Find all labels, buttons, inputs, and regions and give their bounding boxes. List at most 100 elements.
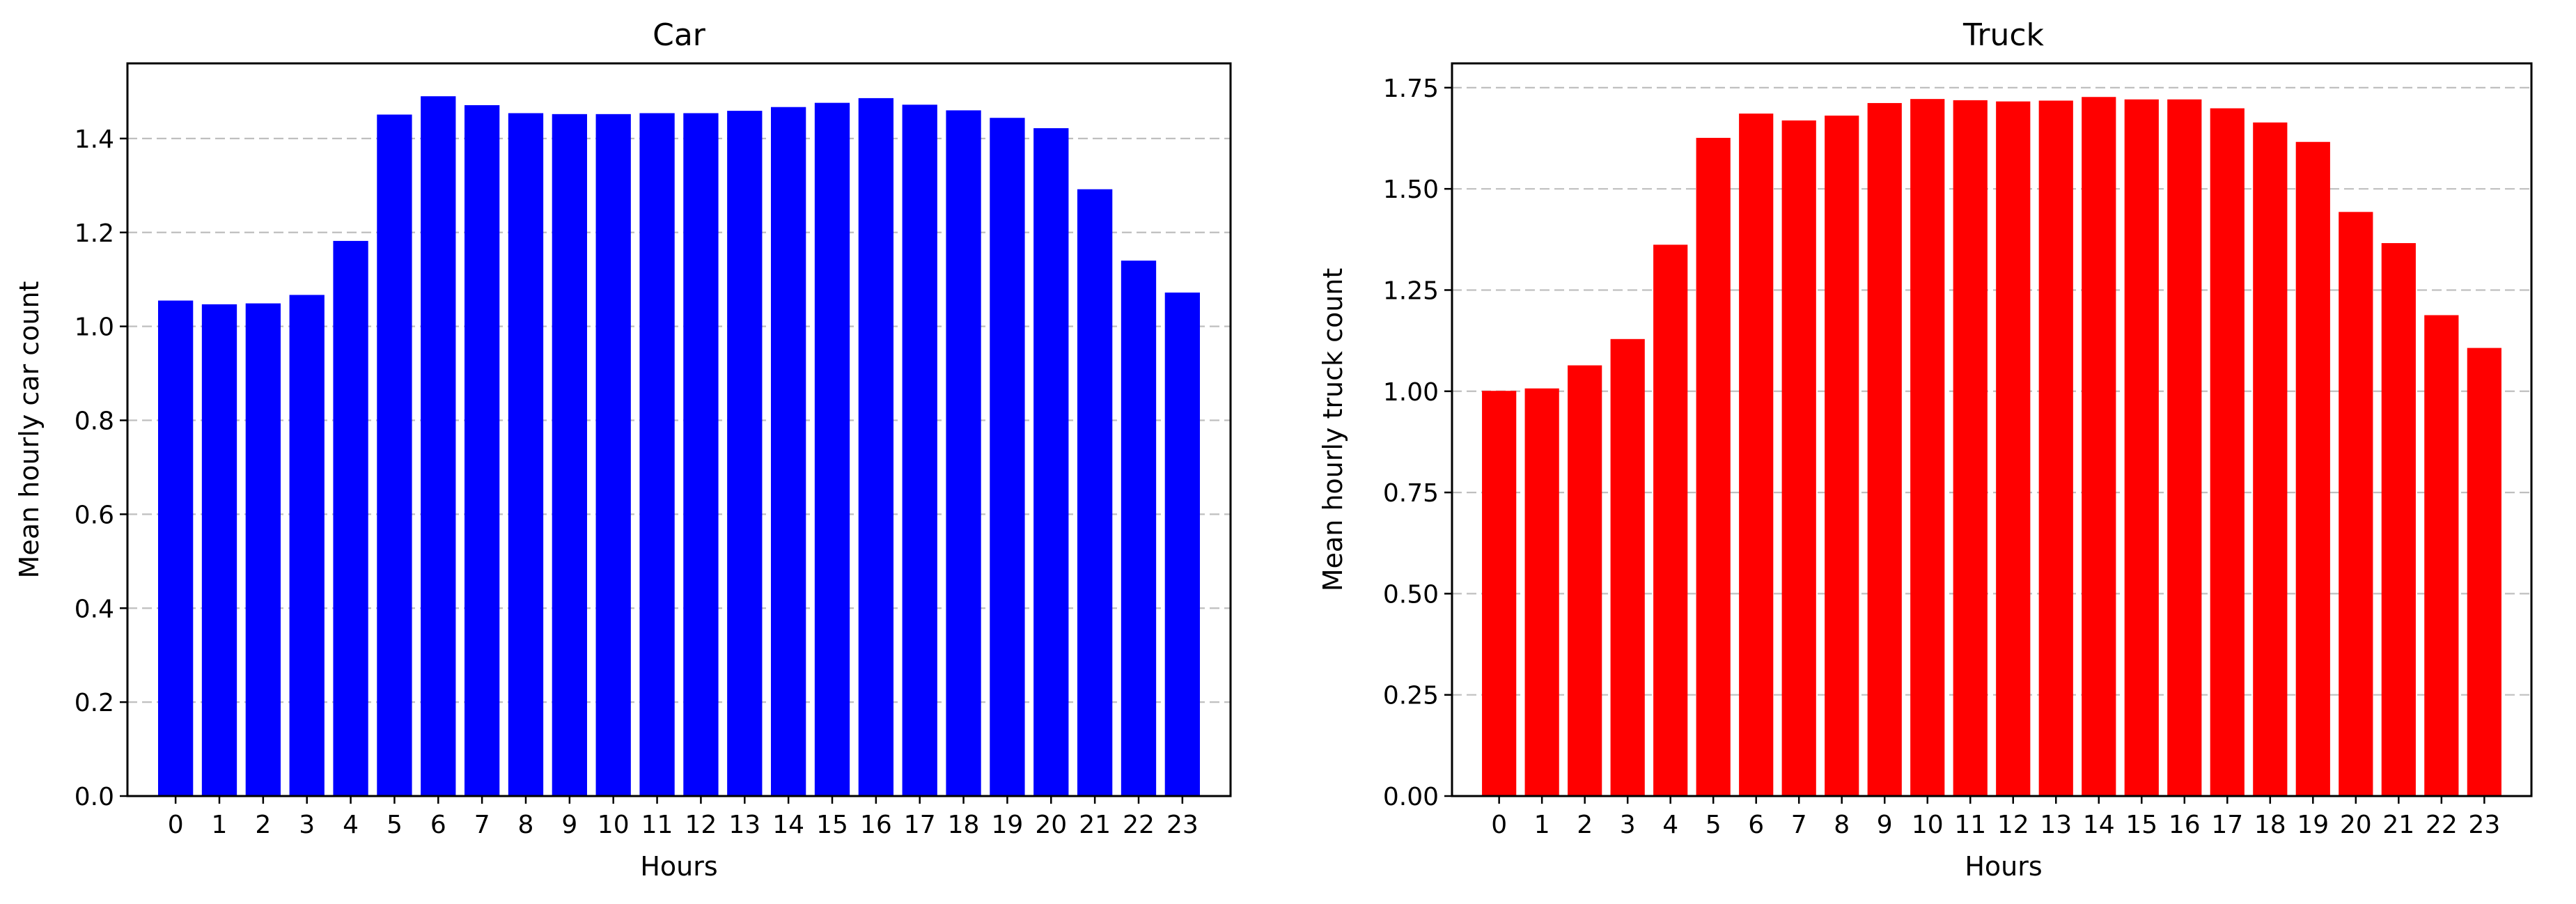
truck-bar-hour-1 — [1524, 388, 1559, 796]
truck-bar-hour-14 — [2082, 97, 2116, 796]
truck-xtick-label: 19 — [2297, 811, 2329, 839]
truck-xtick-label: 23 — [2468, 811, 2500, 839]
car-bar-hour-12 — [683, 113, 719, 796]
truck-ytick-label: 1.25 — [1383, 276, 1439, 305]
car-xtick-label: 22 — [1123, 811, 1155, 839]
truck-bar-hour-7 — [1781, 120, 1816, 796]
car-xtick-label: 5 — [387, 811, 403, 839]
truck-bar-hour-10 — [1910, 99, 1945, 796]
car-xtick-label: 13 — [728, 811, 760, 839]
truck-bar-hour-15 — [2124, 99, 2159, 797]
car-bar-hour-10 — [595, 114, 631, 797]
truck-xtick-label: 6 — [1748, 811, 1764, 839]
truck-ytick-label: 0.50 — [1383, 580, 1439, 609]
truck-xtick-label: 3 — [1620, 811, 1636, 839]
car-xtick-label: 11 — [641, 811, 673, 839]
truck-xtick-label: 14 — [2083, 811, 2115, 839]
truck-ytick-label: 1.00 — [1383, 378, 1439, 407]
truck-xtick-label: 4 — [1662, 811, 1678, 839]
truck-bar-hour-23 — [2467, 348, 2501, 796]
car-bar-hour-4 — [333, 240, 368, 796]
truck-bar-hour-21 — [2381, 243, 2416, 796]
truck-xtick-label: 2 — [1577, 811, 1593, 839]
car-xtick-label: 8 — [518, 811, 534, 839]
car-xtick-label: 3 — [299, 811, 315, 839]
truck-bar-hour-22 — [2424, 315, 2459, 797]
truck-chart-title: Truck — [1962, 17, 2045, 53]
truck-chart: 0.000.250.500.751.001.251.501.750 1 2 3 4 5 6 7… — [1318, 17, 2533, 882]
car-bar-hour-14 — [771, 107, 806, 796]
truck-bar-hour-13 — [2038, 100, 2073, 797]
truck-xtick-label: 8 — [1834, 811, 1850, 839]
car-x-axis-label: Hours — [640, 851, 717, 882]
truck-xtick-label: 20 — [2340, 811, 2372, 839]
car-xtick-label: 15 — [816, 811, 848, 839]
car-bar-hour-5 — [377, 114, 412, 796]
truck-bar-hour-3 — [1610, 338, 1645, 796]
car-ytick-label: 0.0 — [75, 783, 114, 811]
car-ytick-label: 0.2 — [75, 689, 114, 717]
car-xtick-label: 4 — [343, 811, 359, 839]
truck-ytick-label: 0.25 — [1383, 682, 1439, 710]
truck-xtick-label: 18 — [2254, 811, 2286, 839]
car-ytick-label: 0.8 — [75, 407, 114, 436]
truck-bar-hour-20 — [2339, 212, 2373, 796]
truck-bar-hour-8 — [1825, 115, 1859, 796]
car-xtick-label: 16 — [860, 811, 892, 839]
car-xtick-label: 7 — [474, 811, 490, 839]
truck-bar-hour-12 — [1996, 101, 2031, 796]
car-xtick-label: 14 — [772, 811, 804, 839]
car-bar-hour-16 — [858, 98, 893, 796]
car-bar-hour-18 — [946, 110, 981, 796]
car-xtick-label: 12 — [685, 811, 717, 839]
truck-xtick-label: 5 — [1705, 811, 1722, 839]
car-bar-hour-22 — [1121, 260, 1157, 796]
truck-ytick-label: 0.00 — [1383, 783, 1439, 811]
car-bar-hour-8 — [508, 113, 544, 796]
truck-xtick-label: 16 — [2169, 811, 2201, 839]
truck-xtick-label: 10 — [1912, 811, 1944, 839]
truck-xtick-label: 17 — [2211, 811, 2243, 839]
truck-bar-hour-6 — [1739, 114, 1774, 796]
car-y-axis-label: Mean hourly car count — [14, 281, 45, 579]
truck-bar-hour-4 — [1653, 244, 1688, 796]
car-bar-hour-0 — [158, 300, 194, 796]
truck-bar-hour-5 — [1696, 137, 1731, 796]
truck-xtick-label: 11 — [1954, 811, 1986, 839]
truck-bar-hour-0 — [1482, 391, 1517, 796]
car-bar-hour-6 — [421, 96, 456, 796]
truck-xtick-label: 0 — [1491, 811, 1507, 839]
car-xtick-label: 20 — [1035, 811, 1067, 839]
truck-bar-hour-17 — [2210, 108, 2245, 797]
car-xtick-label: 19 — [992, 811, 1024, 839]
car-ytick-label: 0.4 — [75, 595, 114, 623]
truck-xtick-label: 13 — [2040, 811, 2072, 839]
car-xtick-label: 10 — [598, 811, 630, 839]
truck-bar-hour-19 — [2295, 141, 2330, 796]
car-ytick-label: 1.0 — [75, 313, 114, 342]
car-xtick-label: 18 — [948, 811, 980, 839]
truck-xtick-label: 7 — [1791, 811, 1807, 839]
car-ytick-label: 1.2 — [75, 219, 114, 248]
car-ytick-label: 0.6 — [75, 501, 114, 529]
car-bar-hour-1 — [201, 304, 237, 796]
car-bar-hour-15 — [814, 102, 850, 797]
truck-bar-hour-9 — [1867, 102, 1902, 797]
truck-bar-hour-16 — [2167, 99, 2202, 797]
car-xtick-label: 17 — [904, 811, 936, 839]
truck-bar-hour-11 — [1953, 100, 1988, 796]
car-bar-hour-21 — [1077, 189, 1113, 796]
truck-xtick-label: 22 — [2426, 811, 2458, 839]
truck-ytick-label: 1.50 — [1383, 176, 1439, 204]
car-bar-hour-3 — [289, 295, 325, 796]
truck-ytick-label: 0.75 — [1383, 479, 1439, 508]
truck-bar-hour-18 — [2253, 122, 2288, 797]
car-bar-hour-13 — [727, 111, 763, 797]
truck-y-axis-label: Mean hourly truck count — [1318, 268, 1348, 592]
car-xtick-label: 0 — [168, 811, 184, 839]
car-bar-hour-23 — [1164, 293, 1200, 797]
car-bar-hour-7 — [465, 105, 500, 796]
car-chart: 0.00.20.40.60.81.01.21.40 1 2 3 4 5 6 7 8 9 10 11 12… — [14, 17, 1232, 882]
car-bar-hour-17 — [902, 104, 937, 797]
